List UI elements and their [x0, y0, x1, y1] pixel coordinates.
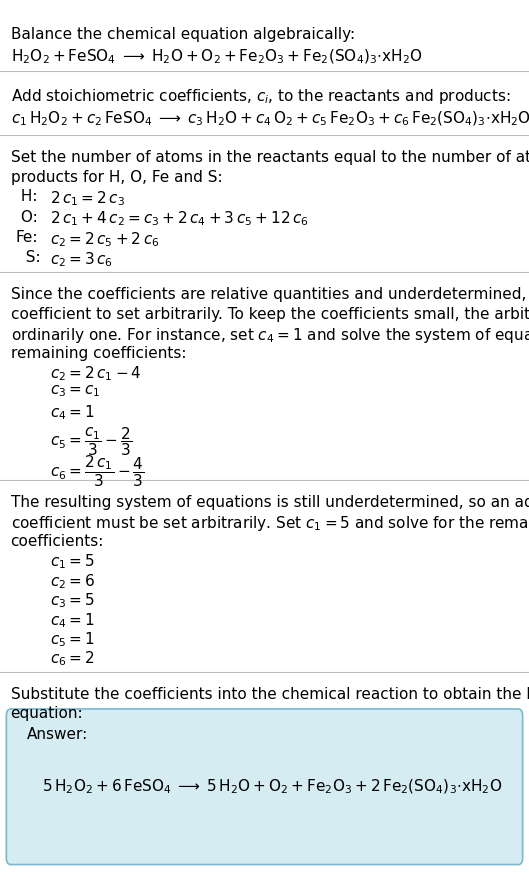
Text: Set the number of atoms in the reactants equal to the number of atoms in the: Set the number of atoms in the reactants…	[11, 150, 529, 165]
Text: coefficient must be set arbitrarily. Set $c_1 = 5$ and solve for the remaining: coefficient must be set arbitrarily. Set…	[11, 514, 529, 533]
Text: products for H, O, Fe and S:: products for H, O, Fe and S:	[11, 170, 222, 185]
Text: $c_6 = 2$: $c_6 = 2$	[50, 650, 95, 668]
Text: $\mathrm{H_2O_2 + FeSO_4 \;\longrightarrow\; H_2O + O_2 + Fe_2O_3 + Fe_2(SO_4)_3: $\mathrm{H_2O_2 + FeSO_4 \;\longrightarr…	[11, 48, 422, 66]
Text: $c_4 = 1$: $c_4 = 1$	[50, 611, 95, 629]
Text: ordinarily one. For instance, set $c_4 = 1$ and solve the system of equations fo: ordinarily one. For instance, set $c_4 =…	[11, 326, 529, 345]
Text: $c_2 = 6$: $c_2 = 6$	[50, 572, 95, 591]
Text: Balance the chemical equation algebraically:: Balance the chemical equation algebraica…	[11, 27, 355, 42]
Text: O:: O:	[16, 210, 38, 225]
Text: $5\,\mathrm{H_2O_2} + 6\,\mathrm{FeSO_4} \;\longrightarrow\; 5\,\mathrm{H_2O} + : $5\,\mathrm{H_2O_2} + 6\,\mathrm{FeSO_4}…	[42, 778, 503, 796]
Text: $c_2 = 3\,c_6$: $c_2 = 3\,c_6$	[50, 250, 113, 269]
Text: $2\,c_1 + 4\,c_2 = c_3 + 2\,c_4 + 3\,c_5 + 12\,c_6$: $2\,c_1 + 4\,c_2 = c_3 + 2\,c_4 + 3\,c_5…	[50, 210, 309, 228]
Text: $c_3 = c_1$: $c_3 = c_1$	[50, 384, 101, 400]
Text: Add stoichiometric coefficients, $c_i$, to the reactants and products:: Add stoichiometric coefficients, $c_i$, …	[11, 87, 510, 105]
Text: $c_3 = 5$: $c_3 = 5$	[50, 591, 95, 610]
Text: Answer:: Answer:	[26, 727, 88, 742]
Text: $c_1\,\mathrm{H_2O_2} + c_2\,\mathrm{FeSO_4} \;\longrightarrow\; c_3\,\mathrm{H_: $c_1\,\mathrm{H_2O_2} + c_2\,\mathrm{FeS…	[11, 110, 529, 128]
Text: $c_6 = \dfrac{2\,c_1}{3} - \dfrac{4}{3}$: $c_6 = \dfrac{2\,c_1}{3} - \dfrac{4}{3}$	[50, 453, 145, 489]
Text: coefficients:: coefficients:	[11, 534, 104, 549]
Text: remaining coefficients:: remaining coefficients:	[11, 346, 186, 361]
Text: $c_2 = 2\,c_5 + 2\,c_6$: $c_2 = 2\,c_5 + 2\,c_6$	[50, 230, 160, 248]
Text: H:: H:	[16, 189, 38, 204]
FancyBboxPatch shape	[6, 709, 523, 865]
Text: $c_2 = 2\,c_1 - 4$: $c_2 = 2\,c_1 - 4$	[50, 364, 142, 383]
Text: $c_5 = \dfrac{c_1}{3} - \dfrac{2}{3}$: $c_5 = \dfrac{c_1}{3} - \dfrac{2}{3}$	[50, 425, 133, 458]
Text: The resulting system of equations is still underdetermined, so an additional: The resulting system of equations is sti…	[11, 495, 529, 510]
Text: coefficient to set arbitrarily. To keep the coefficients small, the arbitrary va: coefficient to set arbitrarily. To keep …	[11, 307, 529, 322]
Text: $c_4 = 1$: $c_4 = 1$	[50, 403, 95, 422]
Text: Substitute the coefficients into the chemical reaction to obtain the balanced: Substitute the coefficients into the che…	[11, 687, 529, 702]
Text: Fe:: Fe:	[16, 230, 39, 245]
Text: $2\,c_1 = 2\,c_3$: $2\,c_1 = 2\,c_3$	[50, 189, 125, 208]
Text: equation:: equation:	[11, 706, 83, 721]
Text: $c_5 = 1$: $c_5 = 1$	[50, 630, 95, 649]
Text: S:: S:	[16, 250, 41, 265]
Text: $c_1 = 5$: $c_1 = 5$	[50, 552, 95, 571]
Text: Since the coefficients are relative quantities and underdetermined, choose a: Since the coefficients are relative quan…	[11, 287, 529, 302]
